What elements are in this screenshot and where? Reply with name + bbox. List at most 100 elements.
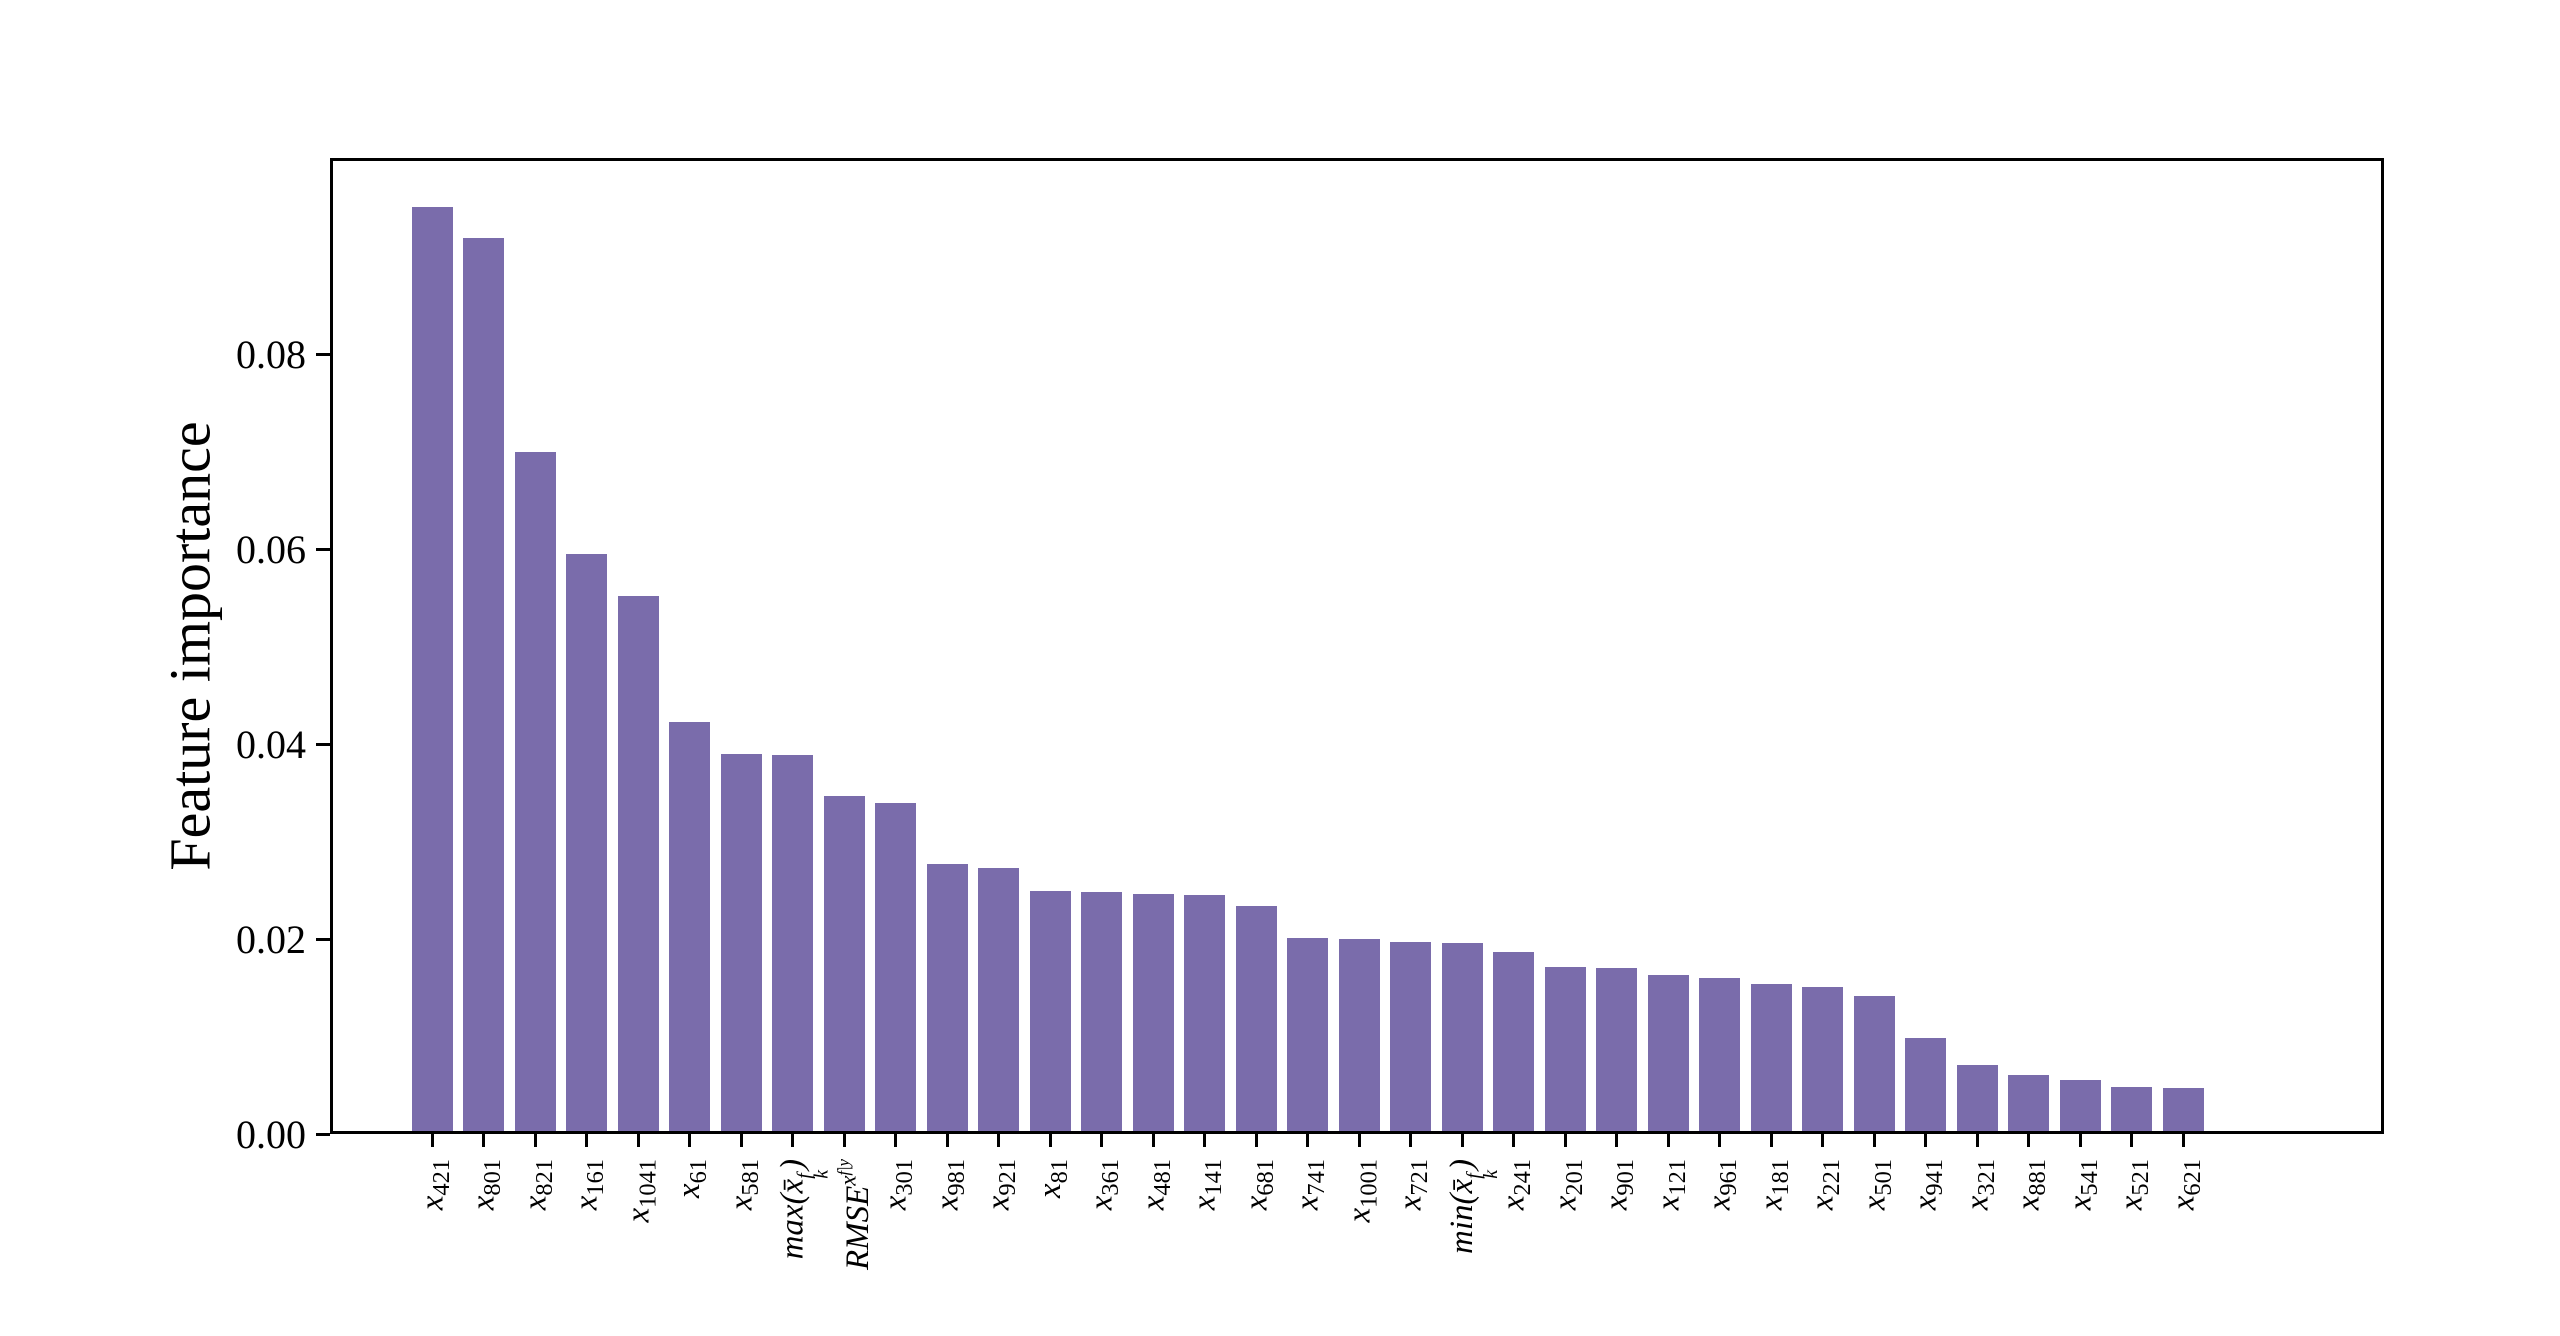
bar [411,206,453,1134]
plot-area [330,158,2384,1134]
x-tick-label-text: x481 [1135,1159,1176,1211]
y-axis-label: Feature importance [157,421,223,871]
x-tick [1512,1133,1515,1147]
x-tick-label-text: x541 [2062,1159,2103,1211]
x-tick [2181,1133,2185,1147]
y-tick-label: 0.06 [236,526,306,572]
bar [514,451,556,1134]
bar [772,754,813,1134]
x-tick-label-text: x961 [1701,1159,1743,1211]
x-tick [1100,1133,1103,1147]
bar [1441,942,1483,1134]
bar [1338,939,1380,1134]
bar [1184,895,1225,1134]
x-tick [2078,1133,2082,1147]
x-tick [945,1133,949,1147]
bar [669,721,710,1134]
x-tick [1048,1133,1052,1147]
x-tick [894,1133,897,1147]
bar [1235,905,1277,1134]
x-tick-label-text: x321 [1959,1159,2000,1211]
x-tick [1821,1133,1824,1147]
x-tick [1254,1133,1258,1147]
bar [1853,995,1895,1134]
bar [1956,1064,1998,1134]
x-tick [1151,1133,1155,1147]
y-tick-label: 0.02 [236,916,306,962]
x-tick [1769,1133,1773,1147]
y-tick [316,352,330,356]
y-tick [316,742,330,746]
x-tick [1306,1133,1309,1147]
bar [978,867,1019,1134]
x-tick-label-text: RMSExf|y [834,1159,876,1271]
x-tick-label-text: x1001 [1341,1159,1382,1223]
bar [1493,951,1534,1134]
x-tick-label-text: min(x̄ f k) [1444,1159,1502,1254]
bar [463,237,504,1134]
x-tick-label-text: x921 [980,1159,1022,1211]
x-tick-label-text: x61 [671,1159,713,1199]
x-tick-label-text: x181 [1753,1159,1794,1211]
bar [2059,1080,2101,1134]
x-tick [739,1133,743,1147]
x-tick [2130,1133,2133,1147]
x-tick-label-text: x241 [1495,1159,1537,1211]
x-tick [1615,1133,1618,1147]
x-tick-label-text: x941 [1907,1159,1949,1211]
bar [1647,975,1689,1134]
x-tick-label-text: x881 [2010,1159,2052,1211]
x-tick [1924,1133,1927,1147]
x-tick-label-text: x221 [1804,1159,1846,1211]
x-tick-label-text: x721 [1392,1159,1434,1211]
x-tick [430,1133,434,1147]
x-tick [791,1133,794,1147]
bar [1544,967,1586,1134]
y-tick [316,937,330,941]
x-tick-label-text: x141 [1186,1159,1228,1211]
bar [617,595,659,1134]
x-tick [688,1133,691,1147]
bar [1390,941,1431,1134]
bar [2111,1087,2152,1134]
bar [875,802,916,1134]
x-tick [585,1133,588,1147]
bar [926,863,968,1134]
bar [823,795,865,1134]
x-tick [1718,1133,1721,1147]
x-tick-label-text: x821 [517,1159,558,1211]
x-tick-label-text: x801 [465,1159,507,1211]
x-tick [1975,1133,1979,1147]
x-tick-label-text: x201 [1547,1159,1588,1211]
x-tick-label-text: x1041 [620,1159,661,1223]
x-tick-label-text: x741 [1289,1159,1331,1211]
bar [1802,986,1843,1134]
bar [1905,1038,1946,1134]
x-tick-label-text: x361 [1083,1159,1125,1211]
x-tick-label-text: x161 [568,1159,610,1211]
x-tick [1666,1133,1670,1147]
x-tick-label-text: x521 [2113,1159,2155,1211]
bar [2162,1088,2204,1134]
x-tick-label-text: x901 [1598,1159,1640,1211]
x-tick [482,1133,485,1147]
bar [566,553,607,1134]
x-tick-label-text: x501 [1856,1159,1897,1211]
x-tick [842,1133,846,1147]
bar [1750,983,1792,1134]
x-tick-label-text: x301 [877,1159,919,1211]
bar [1596,968,1637,1134]
x-tick [1460,1133,1464,1147]
x-tick-label-text: max(x̄ f k) [774,1159,833,1260]
bar [2008,1074,2049,1134]
x-tick-label-text: x981 [929,1159,970,1211]
x-tick [997,1133,1000,1147]
y-tick-label: 0.00 [236,1111,306,1157]
x-tick [1357,1133,1361,1147]
x-tick-label-text: x681 [1238,1159,1279,1211]
x-tick [1203,1133,1206,1147]
x-tick-label-text: x621 [2165,1159,2206,1211]
x-tick [2027,1133,2030,1147]
y-tick [316,1132,330,1136]
